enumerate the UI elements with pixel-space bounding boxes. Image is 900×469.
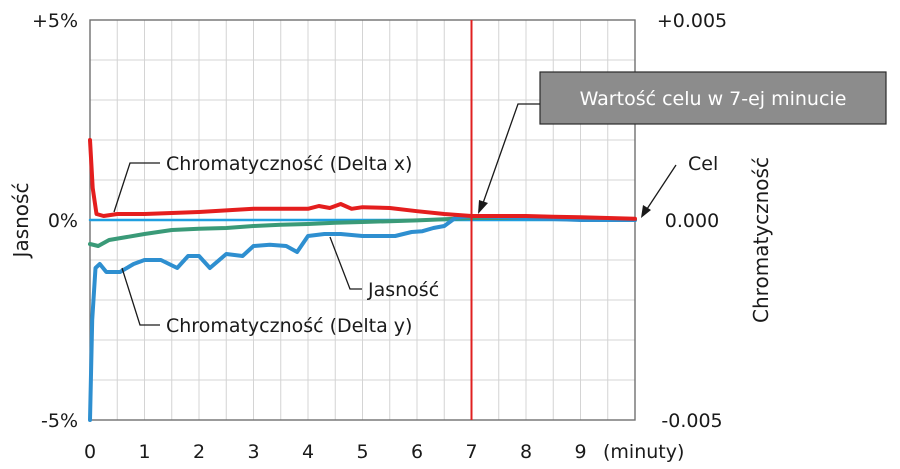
x-tick-label: 3 [247,441,259,463]
x-tick-label: 7 [465,441,477,463]
jasnosc-annotation-label: Jasność [367,279,439,301]
cel-annotation-label: Cel [688,153,718,175]
target-callout-leader [481,103,540,207]
y-left-tick-label: +5% [32,10,78,32]
delta-x-annotation-label: Chromatyczność (Delta x) [166,153,412,175]
x-tick-label: 0 [84,441,96,463]
y-right-tick-label: 0.000 [665,210,719,232]
delta-y-series-line [88,214,637,422]
jasnosc-annotation-leader [329,236,362,290]
right-axis-title: Chromatyczność [749,157,773,323]
cel-annotation-arrowhead [641,205,651,218]
x-axis-unit-label: (minuty) [603,441,684,463]
x-tick-label: 5 [356,441,368,463]
delta-x-series-line [88,138,637,221]
x-tick-label: 9 [574,441,586,463]
left-axis-title: Jasność [9,183,33,260]
x-tick-label: 8 [520,441,532,463]
x-tick-label: 2 [193,441,205,463]
y-left-tick-label: -5% [41,410,78,432]
delta-x-annotation-leader [113,162,160,213]
target-callout-label: Wartość celu w 7-ej minucie [580,88,847,110]
y-right-tick-label: +0.005 [657,10,727,32]
y-left-tick-label: 0% [48,210,78,232]
target-callout-arrowhead [478,200,488,214]
x-tick-label: 6 [411,441,423,463]
tick-labels: 0 1 2 3 4 5 6 7 8 9 +5% 0% -5% +0.005 0.000 -0.005 [32,10,727,463]
delta-y-annotation-label: Chromatyczność (Delta y) [166,315,412,337]
x-tick-label: 4 [302,441,314,463]
x-tick-label: 1 [138,441,150,463]
y-right-tick-label: -0.005 [661,410,722,432]
cel-annotation-leader [644,164,677,213]
target-callout-box [539,71,887,125]
delta-y-annotation-leader [121,267,160,326]
